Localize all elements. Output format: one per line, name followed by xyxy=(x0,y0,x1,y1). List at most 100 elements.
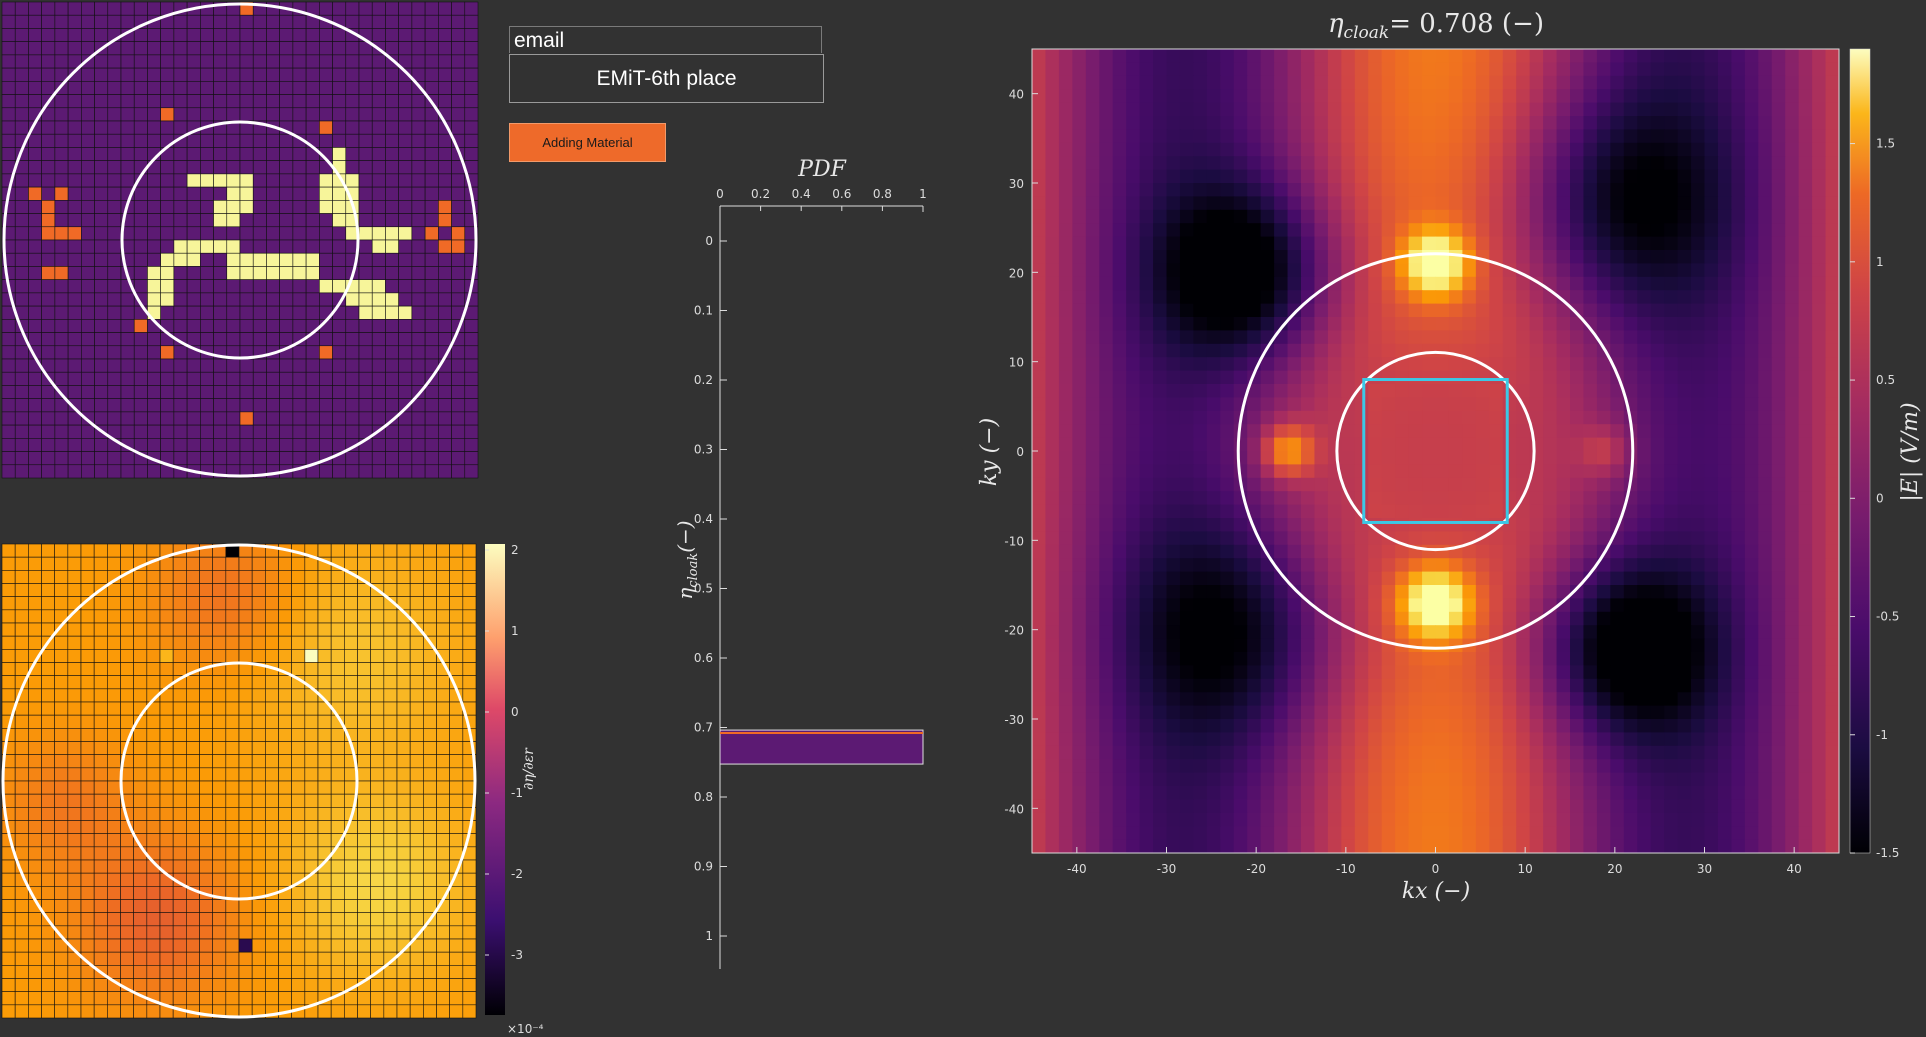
field-cell xyxy=(1193,263,1208,278)
field-cell xyxy=(1704,558,1719,573)
field-cell xyxy=(1543,437,1558,452)
field-cell xyxy=(1354,75,1369,90)
field-cell xyxy=(1650,518,1665,532)
field-cell xyxy=(1247,223,1262,238)
field-cell xyxy=(1771,75,1786,90)
field-cell xyxy=(1650,384,1665,398)
field-cell xyxy=(1381,276,1396,291)
field-cell xyxy=(1032,290,1047,305)
field-cell xyxy=(1166,276,1181,291)
field-cell xyxy=(1717,290,1732,305)
field-cell xyxy=(1395,49,1410,63)
field-cell xyxy=(1153,62,1168,77)
field-cell xyxy=(1206,317,1221,331)
field-cell xyxy=(1731,451,1746,465)
field-cell xyxy=(1112,544,1127,559)
field-cell xyxy=(1233,142,1248,157)
field-cell xyxy=(1247,75,1262,90)
field-cell xyxy=(1032,75,1047,90)
field-cell xyxy=(1058,169,1073,184)
field-cell xyxy=(1395,75,1410,90)
field-cell xyxy=(1153,571,1168,586)
field-cell xyxy=(1435,129,1450,144)
field-cell xyxy=(1489,89,1504,104)
field-cell xyxy=(1435,276,1450,291)
field-cell xyxy=(1785,343,1800,358)
field-cell xyxy=(1408,370,1423,385)
field-cell xyxy=(1610,437,1625,452)
field-cell xyxy=(1771,317,1786,331)
field-cell xyxy=(1637,558,1652,573)
field-cell xyxy=(1556,424,1571,439)
field-cell xyxy=(1341,464,1356,479)
field-cell xyxy=(1556,518,1571,532)
field-cell xyxy=(1556,531,1571,546)
field-cell xyxy=(1368,558,1383,573)
field-cell xyxy=(1771,223,1786,238)
field-cell xyxy=(1704,518,1719,532)
field-cell xyxy=(1637,142,1652,157)
field-cell xyxy=(1327,62,1342,77)
field-cell xyxy=(1408,424,1423,439)
field-cell xyxy=(1798,370,1813,385)
field-cell xyxy=(1435,558,1450,573)
field-cell xyxy=(1529,290,1544,305)
field-cell xyxy=(1220,250,1235,264)
field-cell xyxy=(1489,424,1504,439)
field-cell xyxy=(1354,410,1369,425)
field-cell xyxy=(1099,451,1114,465)
field-cell xyxy=(1045,544,1060,559)
field-cell xyxy=(1596,504,1611,519)
field-cell xyxy=(1462,330,1477,345)
field-cell xyxy=(1206,424,1221,439)
field-cell xyxy=(1516,370,1531,385)
field-cell xyxy=(1153,531,1168,546)
field-cell xyxy=(1529,196,1544,211)
field-cell xyxy=(1408,196,1423,211)
field-cell xyxy=(1462,424,1477,439)
field-cell xyxy=(1462,236,1477,251)
field-cell xyxy=(1327,263,1342,278)
field-cell xyxy=(1798,75,1813,90)
field-cell xyxy=(1637,330,1652,345)
field-cell xyxy=(1435,250,1450,264)
field-cell xyxy=(1274,89,1289,104)
field-cell xyxy=(1556,49,1571,63)
field-cell xyxy=(1637,116,1652,130)
field-cell xyxy=(1166,397,1181,412)
field-cell xyxy=(1704,49,1719,63)
field-cell xyxy=(1664,343,1679,358)
field-cell xyxy=(1529,397,1544,412)
field-cell xyxy=(1785,75,1800,90)
field-cell xyxy=(1812,357,1827,372)
field-cell xyxy=(1758,49,1773,63)
field-cell xyxy=(1731,116,1746,130)
field-cell xyxy=(1099,156,1114,171)
field-cell xyxy=(1354,129,1369,144)
field-cell xyxy=(1812,410,1827,425)
field-cell xyxy=(1516,276,1531,291)
field-cell xyxy=(1193,276,1208,291)
field-cell xyxy=(1381,410,1396,425)
field-cell xyxy=(1206,142,1221,157)
field-cell xyxy=(1717,330,1732,345)
field-cell xyxy=(1475,437,1490,452)
field-cell xyxy=(1758,236,1773,251)
field-cell xyxy=(1596,89,1611,104)
field-cell xyxy=(1354,477,1369,492)
field-cell xyxy=(1717,477,1732,492)
field-cell xyxy=(1704,531,1719,546)
field-cell xyxy=(1812,129,1827,144)
field-cell xyxy=(1220,558,1235,573)
field-cell xyxy=(1744,437,1759,452)
field-cell xyxy=(1650,62,1665,77)
field-cell xyxy=(1287,89,1302,104)
field-cell xyxy=(1166,357,1181,372)
field-cell xyxy=(1691,183,1706,197)
field-cell xyxy=(1166,518,1181,532)
field-cell xyxy=(1045,236,1060,251)
field-cell xyxy=(1529,116,1544,130)
field-cell xyxy=(1596,370,1611,385)
field-cell xyxy=(1395,317,1410,331)
field-cell xyxy=(1233,330,1248,345)
